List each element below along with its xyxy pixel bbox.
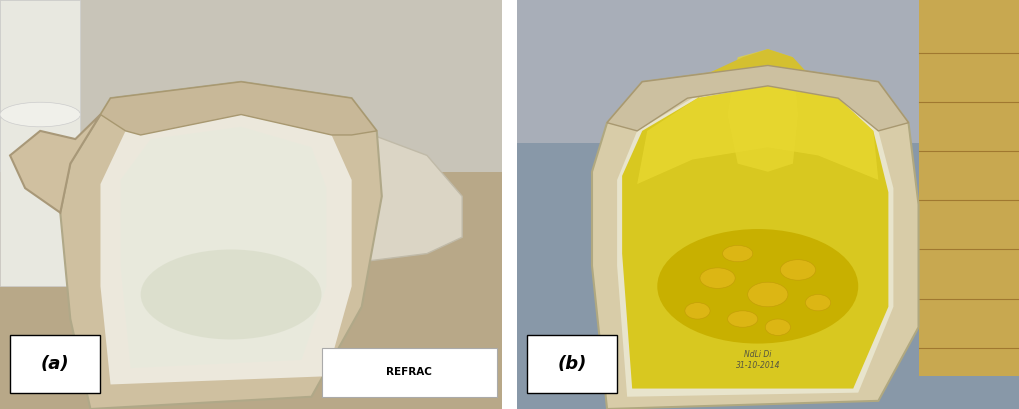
- Polygon shape: [618, 86, 894, 397]
- Ellipse shape: [765, 319, 791, 335]
- Bar: [517, 0, 918, 143]
- Text: N2
1410: N2 1410: [20, 154, 40, 173]
- Ellipse shape: [657, 229, 858, 344]
- Bar: [527, 335, 618, 393]
- Polygon shape: [60, 82, 382, 409]
- Ellipse shape: [781, 260, 815, 280]
- Polygon shape: [592, 65, 918, 409]
- Bar: [10, 335, 101, 393]
- Ellipse shape: [728, 311, 758, 327]
- Ellipse shape: [700, 268, 735, 288]
- Ellipse shape: [748, 282, 788, 307]
- Bar: [0, 0, 81, 286]
- Ellipse shape: [0, 102, 81, 127]
- Polygon shape: [728, 49, 798, 172]
- Text: 1450: 1450: [326, 200, 347, 209]
- Text: NdLi Di
31-10-2014: NdLi Di 31-10-2014: [736, 350, 780, 370]
- Polygon shape: [101, 115, 352, 384]
- Text: (a): (a): [41, 355, 69, 373]
- Polygon shape: [623, 86, 889, 389]
- Polygon shape: [637, 86, 878, 184]
- Polygon shape: [101, 82, 377, 135]
- Ellipse shape: [685, 303, 710, 319]
- Text: REFRAC: REFRAC: [386, 367, 432, 377]
- Ellipse shape: [805, 294, 830, 311]
- Polygon shape: [697, 49, 808, 98]
- Polygon shape: [120, 127, 326, 368]
- Bar: [0, 0, 502, 172]
- Polygon shape: [201, 131, 463, 266]
- Bar: [322, 348, 497, 397]
- Ellipse shape: [141, 249, 322, 339]
- Ellipse shape: [722, 245, 753, 262]
- Text: (b): (b): [557, 355, 587, 373]
- Polygon shape: [607, 65, 909, 131]
- Bar: [918, 0, 1019, 376]
- Polygon shape: [10, 115, 101, 213]
